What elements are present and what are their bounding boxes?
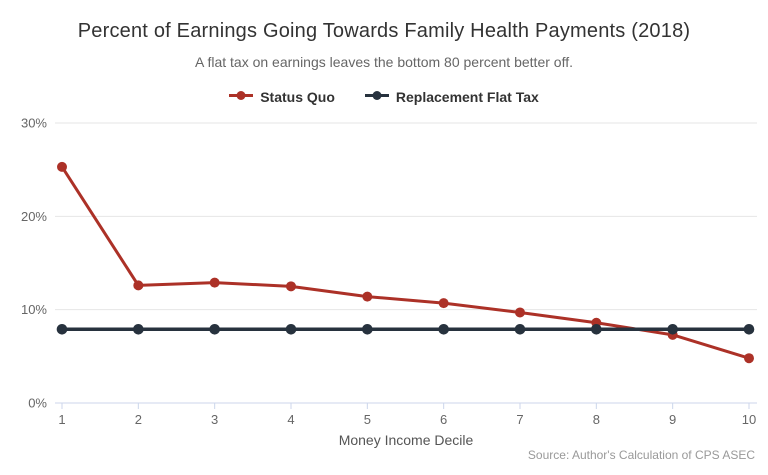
- data-point-replacement-flat-tax-5: [362, 323, 373, 335]
- data-point-status-quo-10: [744, 353, 754, 364]
- data-point-replacement-flat-tax-6: [438, 323, 449, 335]
- data-point-status-quo-6: [438, 298, 449, 309]
- data-point-status-quo-5: [362, 291, 373, 302]
- data-point-replacement-flat-tax-8: [591, 323, 602, 335]
- data-point-replacement-flat-tax-3: [209, 323, 220, 335]
- legend-label-replacement-flat-tax: Replacement Flat Tax: [395, 89, 539, 105]
- line-dot-marker-icon: [364, 88, 389, 106]
- x-tick-label: 9: [669, 412, 676, 427]
- x-tick-label: 3: [211, 412, 218, 427]
- legend-item-replacement-flat-tax[interactable]: Replacement Flat Tax: [364, 88, 539, 106]
- data-point-replacement-flat-tax-7: [514, 323, 526, 335]
- y-tick-label: 30%: [21, 116, 47, 131]
- series-status-quo: [57, 161, 754, 364]
- source-note: Source: Author's Calculation of CPS ASEC: [527, 448, 755, 462]
- legend-item-status-quo[interactable]: Status Quo: [229, 88, 335, 106]
- y-tick-label: 20%: [21, 209, 47, 224]
- data-point-status-quo-1: [57, 161, 67, 172]
- x-tick-label: 4: [287, 412, 294, 427]
- x-tick-label: 10: [742, 412, 756, 427]
- data-point-status-quo-3: [209, 277, 220, 288]
- x-tick-label: 5: [364, 412, 371, 427]
- series-replacement-flat-tax: [56, 323, 755, 335]
- data-point-replacement-flat-tax-4: [285, 323, 297, 335]
- x-tick-label: 7: [516, 412, 523, 427]
- x-tick-label: 6: [440, 412, 447, 427]
- data-point-status-quo-2: [133, 280, 144, 291]
- data-point-replacement-flat-tax-10: [743, 323, 755, 335]
- y-tick-label: 10%: [21, 302, 47, 317]
- chart-title: Percent of Earnings Going Towards Family…: [77, 20, 691, 42]
- data-point-replacement-flat-tax-1: [56, 323, 68, 335]
- x-tick-label: 1: [58, 412, 65, 427]
- line-dot-marker-icon: [229, 88, 254, 106]
- x-axis-title: Money Income Decile: [338, 432, 474, 448]
- legend-label-status-quo: Status Quo: [260, 89, 335, 105]
- x-tick-label: 8: [593, 412, 600, 427]
- x-tick-label: 2: [135, 412, 142, 427]
- y-tick-label: 0%: [28, 396, 47, 411]
- chart-subtitle: A flat tax on earnings leaves the bottom…: [195, 54, 573, 70]
- data-point-replacement-flat-tax-2: [133, 323, 144, 335]
- data-point-replacement-flat-tax-9: [667, 323, 678, 335]
- legend: Status Quo Replacement Flat Tax: [0, 88, 768, 106]
- data-point-status-quo-7: [515, 307, 525, 318]
- data-point-status-quo-4: [286, 281, 296, 292]
